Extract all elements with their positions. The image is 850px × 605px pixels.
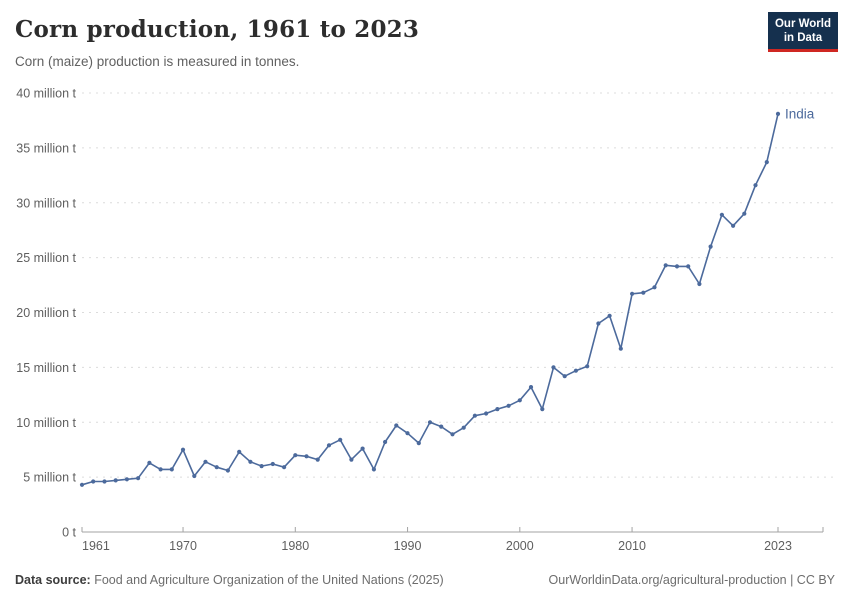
data-point[interactable] bbox=[607, 313, 612, 318]
data-point[interactable] bbox=[416, 441, 421, 446]
y-tick-label: 35 million t bbox=[16, 141, 76, 155]
data-point[interactable] bbox=[270, 461, 275, 467]
data-point[interactable] bbox=[394, 423, 399, 428]
data-source-text: Food and Agriculture Organization of the… bbox=[90, 573, 444, 587]
data-point[interactable] bbox=[304, 454, 309, 459]
data-point[interactable] bbox=[697, 281, 702, 287]
data-point[interactable] bbox=[562, 374, 567, 379]
data-point[interactable] bbox=[315, 457, 320, 462]
y-tick-label: 20 million t bbox=[16, 306, 76, 320]
owid-logo-line1: Our World bbox=[774, 18, 831, 30]
data-point[interactable] bbox=[293, 453, 298, 458]
data-point[interactable] bbox=[282, 465, 287, 470]
data-source-label: Data source: bbox=[15, 573, 91, 587]
data-point[interactable] bbox=[764, 160, 769, 165]
data-point[interactable] bbox=[495, 407, 500, 412]
y-tick-label: 30 million t bbox=[16, 196, 76, 210]
x-tick-label: 1970 bbox=[169, 539, 197, 553]
data-point[interactable] bbox=[405, 431, 410, 436]
data-point[interactable] bbox=[192, 473, 197, 479]
data-point[interactable] bbox=[203, 459, 208, 464]
data-point[interactable] bbox=[79, 482, 85, 487]
data-point[interactable] bbox=[136, 476, 141, 481]
y-tick-label: 5 million t bbox=[23, 471, 76, 485]
data-point[interactable] bbox=[551, 365, 556, 370]
data-point[interactable] bbox=[775, 111, 781, 116]
production-line-india bbox=[81, 113, 779, 486]
data-point[interactable] bbox=[517, 398, 522, 403]
chart-footer: Data source: Food and Agriculture Organi… bbox=[15, 573, 835, 587]
y-tick-label: 40 million t bbox=[16, 87, 76, 101]
data-source-note: Data source: Food and Agriculture Organi… bbox=[15, 573, 444, 587]
data-point[interactable] bbox=[708, 244, 713, 249]
y-tick-label: 15 million t bbox=[16, 361, 76, 375]
x-tick-label: 1990 bbox=[394, 539, 422, 553]
data-point[interactable] bbox=[237, 449, 242, 454]
data-point[interactable] bbox=[124, 477, 129, 482]
chart-subtitle: Corn (maize) production is measured in t… bbox=[15, 54, 300, 69]
data-point[interactable] bbox=[169, 467, 174, 472]
data-point[interactable] bbox=[506, 403, 511, 408]
data-point[interactable] bbox=[731, 223, 736, 228]
data-point[interactable] bbox=[663, 263, 668, 268]
owid-logo-line2: in Data bbox=[783, 32, 823, 45]
data-point[interactable] bbox=[113, 478, 118, 483]
data-point[interactable] bbox=[439, 424, 444, 429]
data-point[interactable] bbox=[180, 447, 186, 452]
data-point[interactable] bbox=[147, 460, 152, 465]
data-point[interactable] bbox=[652, 285, 657, 290]
data-point[interactable] bbox=[674, 264, 680, 269]
credit-link[interactable]: OurWorldinData.org/agricultural-producti… bbox=[548, 573, 835, 587]
data-point[interactable] bbox=[753, 183, 758, 188]
data-point[interactable] bbox=[472, 413, 477, 418]
data-point[interactable] bbox=[528, 385, 534, 390]
x-tick-label: 1961 bbox=[82, 539, 110, 553]
data-point[interactable] bbox=[618, 346, 623, 351]
x-tick-label: 2023 bbox=[764, 539, 792, 553]
data-point[interactable] bbox=[641, 290, 646, 295]
series-label-india[interactable]: India bbox=[785, 106, 815, 121]
y-tick-label: 25 million t bbox=[16, 251, 76, 265]
data-point[interactable] bbox=[102, 479, 107, 484]
x-tick-label: 2010 bbox=[618, 539, 646, 553]
data-point[interactable] bbox=[371, 467, 376, 472]
data-point[interactable] bbox=[450, 432, 455, 437]
y-tick-label: 10 million t bbox=[16, 416, 76, 430]
data-point[interactable] bbox=[225, 468, 230, 473]
data-point[interactable] bbox=[596, 321, 601, 326]
data-point[interactable] bbox=[719, 212, 725, 217]
data-point[interactable] bbox=[573, 368, 579, 373]
x-tick-label: 1980 bbox=[281, 539, 309, 553]
data-point[interactable] bbox=[742, 211, 747, 216]
data-point[interactable] bbox=[338, 437, 343, 442]
data-point[interactable] bbox=[686, 264, 691, 269]
data-point[interactable] bbox=[630, 291, 635, 296]
data-point[interactable] bbox=[158, 467, 163, 472]
data-point[interactable] bbox=[540, 407, 545, 412]
data-point[interactable] bbox=[91, 479, 96, 484]
data-point[interactable] bbox=[259, 464, 264, 469]
data-point[interactable] bbox=[427, 420, 433, 425]
data-point[interactable] bbox=[585, 364, 590, 369]
data-point[interactable] bbox=[484, 411, 489, 416]
data-point[interactable] bbox=[349, 457, 354, 462]
data-point[interactable] bbox=[461, 425, 466, 430]
owid-logo: Our World in Data bbox=[767, 12, 838, 52]
y-tick-label: 0 t bbox=[62, 526, 76, 540]
page-title: Corn production, 1961 to 2023 bbox=[15, 16, 420, 43]
data-point[interactable] bbox=[326, 443, 332, 448]
data-point[interactable] bbox=[248, 459, 253, 464]
data-point[interactable] bbox=[360, 446, 365, 451]
data-point[interactable] bbox=[214, 465, 219, 470]
data-point[interactable] bbox=[383, 439, 388, 445]
x-tick-label: 2000 bbox=[506, 539, 534, 553]
